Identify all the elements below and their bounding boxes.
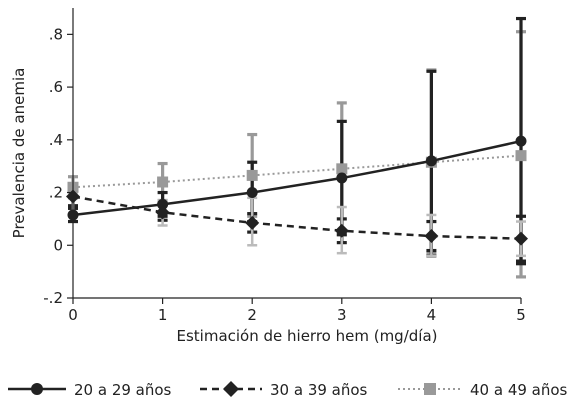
- x-tick-label: 3: [337, 306, 347, 324]
- y-axis-title: Prevalencia de anemia: [10, 68, 28, 239]
- series-line: [72, 139, 522, 217]
- legend-label-3: 40 a 49 años: [470, 381, 568, 399]
- legend: 20 a 29 años 30 a 39 años 40 a 49 años: [8, 381, 568, 399]
- series-line: [72, 195, 522, 240]
- data-point-square: [246, 169, 258, 181]
- error-bars-series-2: [68, 185, 526, 263]
- x-tick-label: 5: [516, 306, 526, 324]
- x-axis-title: Estimación de hierro hem (mg/día): [176, 327, 437, 345]
- data-point-diamond: [155, 205, 170, 220]
- series-line: [72, 154, 522, 189]
- legend-marker-square: [424, 383, 436, 395]
- x-axis: 0 1 2 3 4 5: [68, 297, 526, 324]
- y-tick-label: 0: [53, 236, 63, 254]
- data-point-circle: [157, 198, 169, 210]
- legend-marker-diamond: [223, 381, 239, 397]
- data-point-circle: [425, 155, 437, 167]
- x-tick-label: 4: [427, 306, 437, 324]
- x-tick-label: 1: [158, 306, 168, 324]
- legend-item-3: 40 a 49 años: [398, 381, 568, 399]
- y-axis: -.2 0 .2 .4 .6 .8: [43, 8, 74, 307]
- data-point-diamond: [514, 231, 528, 246]
- x-tick-label: 2: [247, 306, 257, 324]
- legend-label-2: 30 a 39 años: [270, 381, 368, 399]
- y-tick-label: .2: [49, 184, 63, 202]
- data-point-square: [515, 150, 527, 162]
- y-tick-label: -.2: [43, 289, 63, 307]
- data-point-square: [336, 163, 348, 175]
- data-point-circle: [515, 135, 527, 147]
- legend-item-1: 20 a 29 años: [8, 381, 172, 399]
- error-bars-series-1: [68, 16, 526, 266]
- y-tick-label: .4: [49, 131, 63, 149]
- legend-label-1: 20 a 29 años: [74, 381, 172, 399]
- data-point-diamond: [424, 229, 439, 244]
- legend-marker-circle: [31, 383, 43, 395]
- error-bars-series-3: [68, 191, 526, 258]
- series-1: [67, 135, 527, 221]
- plot-area: [66, 16, 528, 279]
- data-point-diamond: [245, 215, 260, 230]
- x-tick-label: 0: [68, 306, 78, 324]
- y-tick-label: .6: [49, 78, 63, 96]
- data-point-diamond: [334, 223, 349, 238]
- legend-item-2: 30 a 39 años: [200, 381, 368, 399]
- data-point-circle: [246, 187, 258, 199]
- data-point-circle: [336, 172, 348, 184]
- y-tick-label: .8: [49, 25, 63, 43]
- series-2: [66, 189, 528, 246]
- data-point-square: [157, 176, 169, 188]
